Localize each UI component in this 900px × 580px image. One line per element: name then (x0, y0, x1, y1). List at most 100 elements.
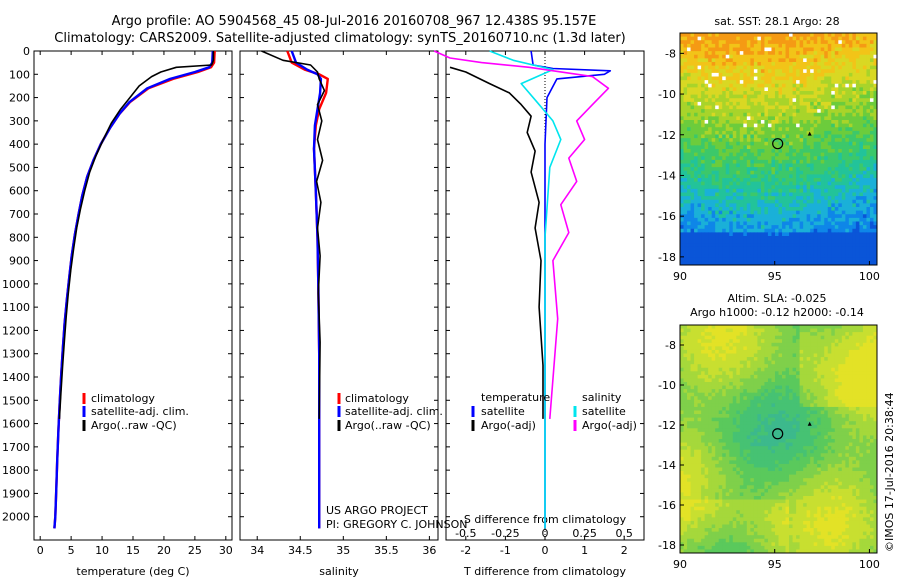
map-cell (810, 156, 815, 161)
x-tick-label: 0 (37, 544, 44, 557)
map-cell (813, 36, 818, 41)
map-cell (834, 65, 839, 70)
map-cell (792, 134, 797, 139)
map-cell (725, 232, 730, 237)
map-cell (782, 339, 786, 344)
map-cell (827, 174, 832, 179)
map-cell (820, 236, 825, 241)
map-cell (771, 167, 776, 172)
map-cell (873, 91, 878, 96)
map-cell (817, 116, 822, 121)
map-cell (729, 360, 734, 365)
map-cell (690, 254, 695, 259)
map-cell (680, 335, 684, 340)
map-cell (873, 36, 878, 41)
map-cell (743, 389, 748, 394)
map-cell (841, 109, 846, 114)
y-tick-label: 1100 (2, 301, 30, 314)
map-cell (771, 232, 776, 237)
map-cell (852, 378, 857, 383)
map-cell (715, 214, 720, 219)
map-cell (725, 156, 730, 161)
map-cell (834, 335, 839, 340)
map-cell (725, 127, 730, 132)
map-cell (725, 228, 730, 233)
map-cell (729, 69, 734, 74)
map-cell (827, 392, 832, 397)
map-cell (697, 109, 702, 114)
map-cell (711, 254, 716, 259)
map-cell (760, 43, 765, 48)
map-cell (803, 36, 808, 41)
map-cell (774, 120, 779, 125)
map-cell (725, 181, 730, 186)
map-cell (743, 392, 748, 397)
map-cell (690, 378, 695, 383)
map-cell (697, 87, 702, 92)
map-cell (855, 210, 860, 215)
map-cell (736, 353, 741, 358)
map-cell (701, 112, 706, 117)
map-cell (774, 156, 779, 161)
map-cell (718, 91, 723, 96)
map-cell (711, 203, 716, 208)
map-cell (869, 127, 874, 132)
map-cell (869, 145, 874, 150)
map-cell (690, 196, 695, 201)
map-cell (690, 101, 695, 106)
map-cell (746, 332, 751, 337)
map-cell (680, 221, 684, 226)
map-cell (725, 257, 730, 262)
map-cell (827, 389, 832, 394)
map-cell (848, 105, 853, 110)
map-cell (785, 207, 790, 212)
map-cell (785, 382, 790, 386)
map-cell (697, 65, 702, 70)
map-cell (841, 72, 846, 77)
map-cell (866, 91, 871, 96)
map-cell (810, 346, 815, 351)
map-cell (736, 360, 741, 365)
map-cell (683, 65, 688, 70)
map-cell (813, 101, 818, 106)
map-cell (711, 123, 716, 128)
map-cell (680, 246, 684, 251)
map-cell (820, 210, 825, 215)
map-cell (746, 159, 751, 164)
map-cell (697, 112, 702, 117)
map-cell (767, 65, 772, 70)
map-cell (687, 178, 691, 183)
map-cell (852, 43, 857, 48)
map-cell (803, 207, 808, 212)
map-cell (764, 246, 769, 251)
map-cell (701, 163, 706, 168)
map-cell (785, 385, 790, 390)
map-cell (834, 178, 839, 183)
map-cell (806, 335, 811, 340)
map-cell (722, 149, 727, 154)
map-cell (862, 80, 867, 85)
map-cell (690, 217, 695, 222)
map-cell (841, 174, 846, 179)
map-cell (764, 145, 769, 150)
map-cell (739, 58, 744, 63)
map-cell (803, 112, 808, 117)
map-cell (848, 360, 853, 365)
map-cell (803, 328, 808, 333)
map-cell (820, 246, 825, 251)
map-cell (750, 58, 755, 63)
map-cell (725, 54, 730, 59)
map-cell (746, 207, 751, 212)
map-cell (771, 360, 776, 365)
map-cell (838, 40, 843, 45)
map-cell (743, 374, 748, 379)
map-cell (845, 145, 850, 150)
map-cell (683, 217, 688, 222)
map-cell (834, 167, 839, 172)
x-axis-label: temperature (deg C) (76, 565, 189, 578)
map-cell (701, 378, 706, 383)
map-cell (701, 254, 706, 259)
map-cell (866, 33, 871, 38)
map-cell (683, 353, 688, 358)
map-cell (757, 80, 762, 85)
